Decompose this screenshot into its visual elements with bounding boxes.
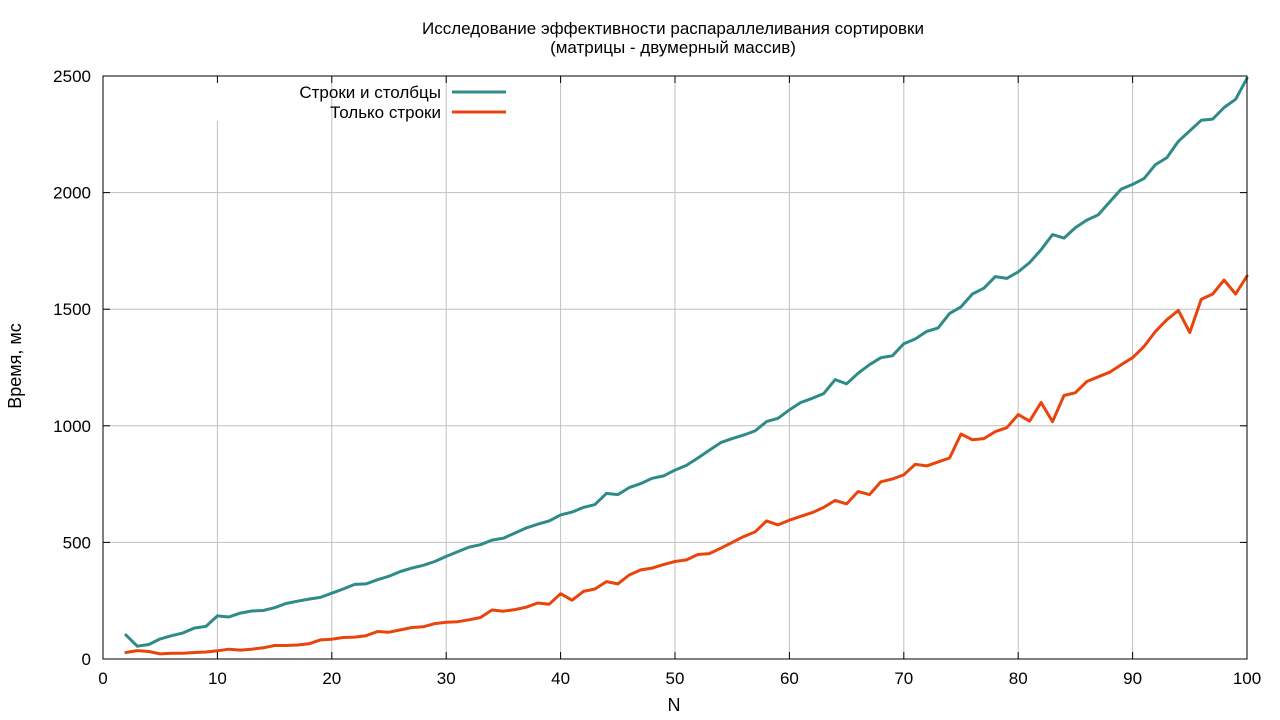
legend-label-1: Строки и столбцы [299, 83, 441, 102]
chart-subtitle: (матрицы - двумерный массив) [550, 38, 796, 57]
x-tick-label: 10 [208, 669, 227, 688]
tick-labels: 0 10 20 30 40 50 60 70 80 90 100050010001500200025… [53, 67, 1261, 688]
y-tick-label: 500 [63, 533, 91, 552]
y-axis-label: Время, мс [5, 323, 25, 409]
x-tick-label: 80 [1009, 669, 1028, 688]
x-tick-label: 0 [98, 669, 107, 688]
x-tick-label: 40 [551, 669, 570, 688]
x-tick-label: 20 [322, 669, 341, 688]
x-tick-label: 70 [894, 669, 913, 688]
series-line-2 [124, 274, 1249, 656]
chart-title: Исследование эффективности распараллелив… [422, 19, 924, 38]
series-line-1 [124, 76, 1249, 648]
y-tick-label: 0 [82, 650, 91, 669]
x-axis-label: N [668, 695, 681, 715]
series-layer [124, 76, 1249, 656]
x-tick-label: 50 [666, 669, 685, 688]
x-tick-label: 100 [1233, 669, 1261, 688]
y-tick-label: 2000 [53, 184, 91, 203]
y-tick-label: 2500 [53, 67, 91, 86]
legend-label-2: Только строки [330, 103, 441, 122]
grid-lines [103, 76, 1247, 659]
y-tick-label: 1500 [53, 300, 91, 319]
axis-ticks [102, 75, 1248, 660]
x-tick-label: 90 [1123, 669, 1142, 688]
x-tick-label: 60 [780, 669, 799, 688]
x-tick-label: 30 [437, 669, 456, 688]
y-tick-label: 1000 [53, 417, 91, 436]
